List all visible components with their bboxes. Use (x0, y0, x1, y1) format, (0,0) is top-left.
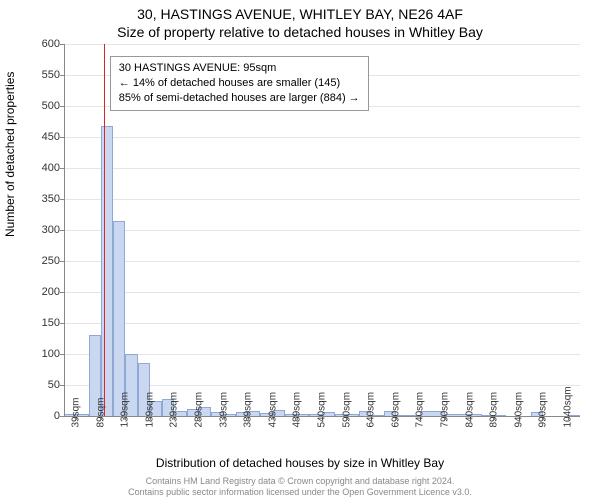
y-tick-label: 300 (20, 224, 60, 236)
gridline (64, 292, 580, 293)
footer-line-2: Contains public sector information licen… (0, 487, 600, 498)
gridline (64, 199, 580, 200)
chart-footer: Contains HM Land Registry data © Crown c… (0, 476, 600, 498)
y-tick-label: 150 (20, 317, 60, 329)
y-tick-label: 350 (20, 193, 60, 205)
highlight-line (104, 44, 105, 416)
y-tick-label: 0 (20, 410, 60, 422)
gridline (64, 354, 580, 355)
gridline (64, 44, 580, 45)
gridline (64, 137, 580, 138)
y-tick-label: 550 (20, 69, 60, 81)
gridline (64, 323, 580, 324)
y-tick-label: 500 (20, 100, 60, 112)
gridline (64, 261, 580, 262)
y-tick-label: 600 (20, 38, 60, 50)
y-tick-label: 100 (20, 348, 60, 360)
y-tick-label: 50 (20, 379, 60, 391)
chart-title-address: 30, HASTINGS AVENUE, WHITLEY BAY, NE26 4… (0, 6, 600, 22)
x-axis-line (64, 416, 580, 417)
y-tick-label: 400 (20, 162, 60, 174)
footer-line-1: Contains HM Land Registry data © Crown c… (0, 476, 600, 487)
y-axis-label: Number of detached properties (3, 72, 17, 237)
info-box-line: ← 14% of detached houses are smaller (14… (119, 76, 360, 91)
x-axis-label: Distribution of detached houses by size … (0, 456, 600, 470)
y-tick-label: 200 (20, 286, 60, 298)
y-axis-line (64, 44, 65, 416)
y-tick-label: 250 (20, 255, 60, 267)
histogram-bar (101, 126, 113, 416)
info-box-line: 85% of semi-detached houses are larger (… (119, 91, 360, 106)
histogram-bar (113, 221, 125, 416)
info-box-line: 30 HASTINGS AVENUE: 95sqm (119, 61, 360, 76)
property-size-chart: 30, HASTINGS AVENUE, WHITLEY BAY, NE26 4… (0, 0, 600, 500)
property-info-box: 30 HASTINGS AVENUE: 95sqm← 14% of detach… (110, 56, 369, 111)
gridline (64, 230, 580, 231)
gridline (64, 168, 580, 169)
chart-subtitle: Size of property relative to detached ho… (0, 24, 600, 40)
y-tick-label: 450 (20, 131, 60, 143)
